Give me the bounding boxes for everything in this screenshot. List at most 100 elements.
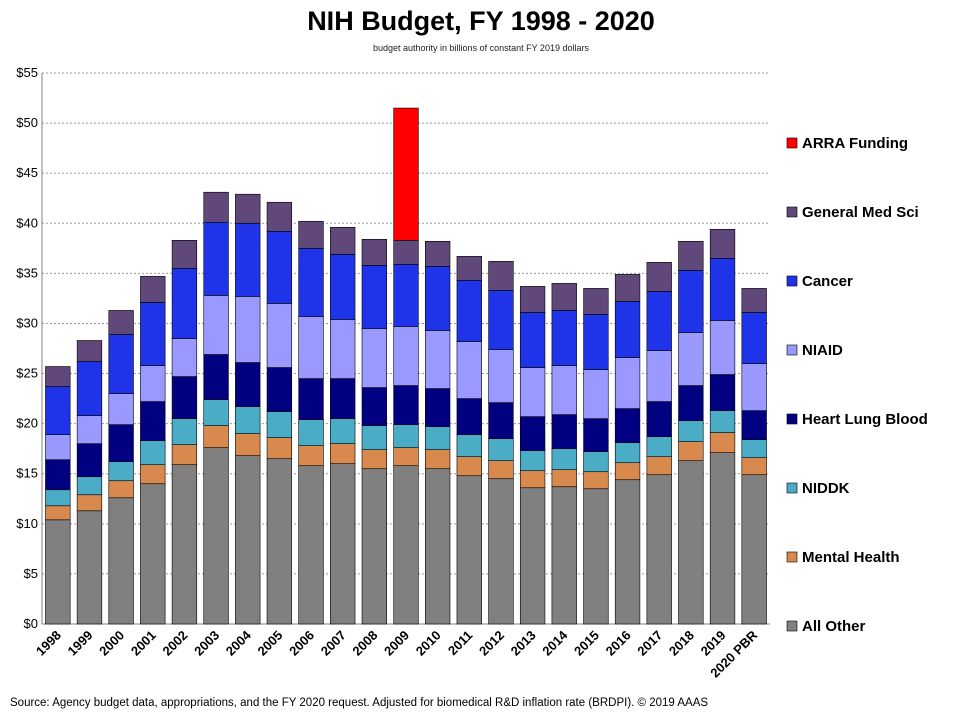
- bar-segment: [614, 357, 641, 409]
- bar-segment: [519, 286, 546, 313]
- bar-segment: [140, 483, 166, 625]
- x-tick-label: 2015: [571, 628, 602, 659]
- bar-segment: [108, 393, 134, 425]
- legend-swatch: [786, 206, 798, 218]
- bar-segment: [678, 332, 704, 386]
- bar-segment: [266, 411, 293, 438]
- bar-segment: [140, 276, 166, 303]
- bar-segment: [235, 406, 261, 434]
- bar-segment: [330, 378, 356, 419]
- bar-segment: [551, 365, 577, 415]
- x-tick-label: 2008: [349, 628, 380, 659]
- legend-label: General Med Sci: [802, 204, 919, 221]
- bar-segment: [488, 478, 514, 625]
- bar-segment: [551, 414, 577, 449]
- bar-segment: [235, 362, 261, 407]
- bar-segment: [108, 497, 134, 625]
- bar-segment: [646, 474, 672, 625]
- x-tick-label: 2013: [508, 628, 539, 659]
- bar-segment: [488, 402, 514, 439]
- bar-segment: [393, 385, 419, 425]
- x-tick-label: 2014: [539, 627, 571, 659]
- bar-segment: [519, 487, 546, 625]
- bar-segment: [583, 314, 609, 370]
- legend-swatch: [786, 413, 798, 425]
- bar-segment: [741, 474, 767, 625]
- bar-segment: [741, 312, 767, 364]
- bar-segment: [551, 283, 577, 311]
- bar-segment: [583, 451, 609, 473]
- bar-segment: [45, 459, 71, 491]
- bar-segment: [361, 468, 387, 625]
- bar-segment: [425, 388, 451, 427]
- x-tick-label: 2006: [286, 628, 317, 659]
- bar-segment: [298, 316, 324, 379]
- legend-label: NIDDK: [802, 480, 850, 497]
- bar-segment: [646, 291, 672, 351]
- bar-segment: [583, 288, 609, 315]
- bar-segment: [298, 248, 324, 317]
- x-tick-label: 2000: [96, 628, 127, 659]
- y-tick-label: $10: [16, 516, 38, 531]
- bar-segment: [456, 256, 482, 281]
- bar-segment: [235, 433, 261, 456]
- y-tick-label: $20: [16, 416, 38, 431]
- bar-segment: [45, 489, 71, 507]
- bar-segment: [203, 221, 229, 296]
- bar-segment: [425, 468, 451, 625]
- y-tick-label: $30: [16, 315, 38, 330]
- bar-segment: [45, 386, 71, 435]
- bar-segment: [646, 401, 672, 437]
- bar-segment: [741, 410, 767, 440]
- bar-segment: [519, 312, 546, 368]
- bar-segment: [709, 452, 736, 625]
- bar-segment: [76, 415, 103, 444]
- bar-segment: [709, 228, 736, 259]
- bar-segment: [488, 261, 514, 291]
- bar-segment: [361, 265, 387, 329]
- x-tick-label: 2011: [445, 628, 476, 659]
- bar-segment: [76, 494, 103, 512]
- y-tick-label: $45: [16, 165, 38, 180]
- bar-segment: [76, 361, 103, 416]
- bar-segment: [266, 458, 293, 625]
- bar-segment: [361, 425, 387, 450]
- bar-segment: [678, 420, 704, 442]
- bar-segment: [583, 471, 609, 490]
- bar-segment: [456, 280, 482, 342]
- x-tick-label: 2017: [634, 628, 665, 659]
- x-tick-label: 2010: [413, 628, 444, 659]
- bar-segment: [678, 460, 704, 625]
- bar-segment: [519, 367, 546, 417]
- bar-segment: [741, 363, 767, 411]
- bar-segment: [140, 464, 166, 485]
- bar-segment: [330, 418, 356, 444]
- bar-segment: [235, 455, 261, 625]
- legend-label: ARRA Funding: [802, 135, 908, 152]
- bar-segment: [203, 295, 229, 355]
- x-tick-label: 2009: [381, 628, 412, 659]
- bar-segment: [551, 469, 577, 488]
- bar-segment: [330, 226, 356, 255]
- legend-label: Heart Lung Blood: [802, 411, 928, 428]
- bar-segment: [425, 241, 451, 267]
- bar-segment: [140, 365, 166, 402]
- bar-segment: [108, 334, 134, 394]
- bar-segment: [425, 330, 451, 389]
- bar-segment: [614, 479, 641, 625]
- bar-segment: [171, 444, 198, 466]
- bar-segment: [235, 296, 261, 363]
- bar-segment: [76, 443, 103, 478]
- bar-segment: [646, 436, 672, 457]
- bar-segment: [709, 320, 736, 375]
- bar-segment: [393, 264, 419, 327]
- bar-segment: [488, 349, 514, 403]
- bar-segment: [456, 475, 482, 625]
- bar-segment: [741, 457, 767, 476]
- legend-swatch: [786, 344, 798, 356]
- bar-segment: [76, 340, 103, 362]
- bar-segment: [456, 434, 482, 457]
- bar-segment: [519, 450, 546, 472]
- bar-segment: [393, 107, 419, 241]
